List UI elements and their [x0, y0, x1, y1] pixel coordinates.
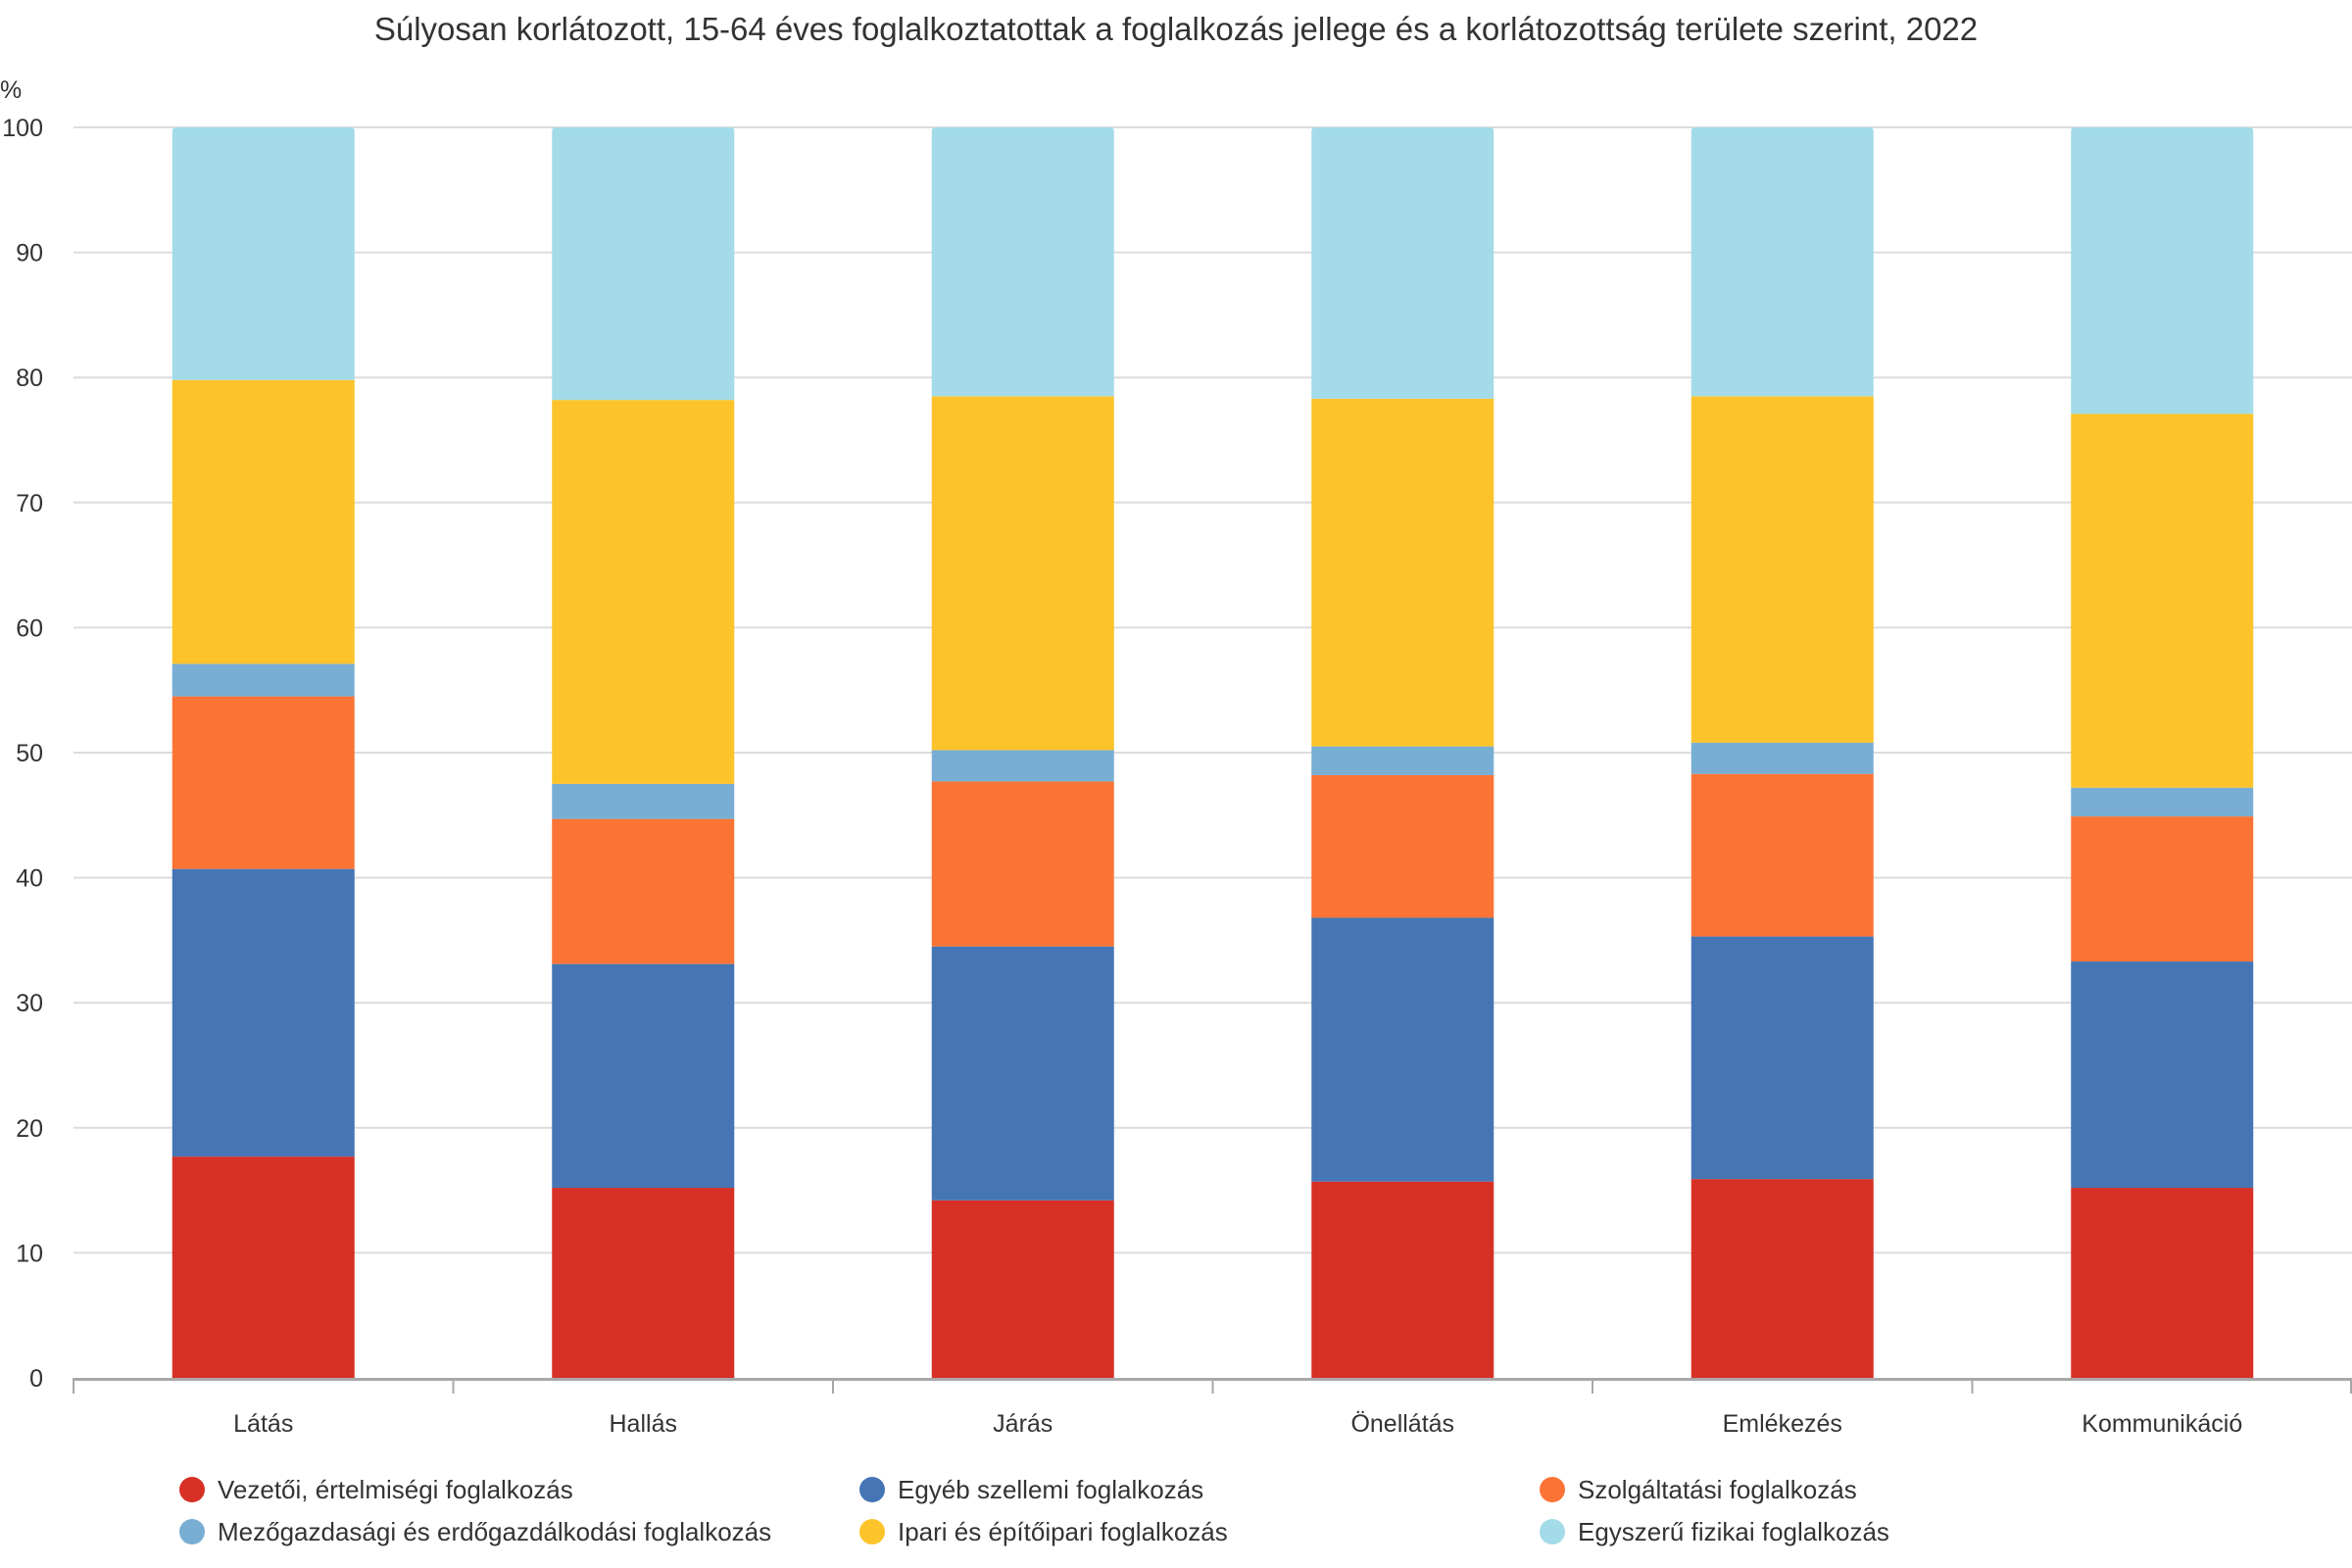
y-tick-label: 100	[2, 115, 43, 142]
bar-segment	[552, 127, 735, 401]
bar-segment	[931, 396, 1114, 751]
bar-segment	[552, 783, 735, 819]
legend-label: Egyéb szellemi foglalkozás	[898, 1475, 1203, 1504]
legend-item[interactable]: Szolgáltatási foglalkozás	[1540, 1475, 1857, 1504]
y-tick-label: 60	[16, 614, 43, 642]
bar-segment	[552, 963, 735, 1189]
legend-label: Ipari és építőipari foglalkozás	[898, 1517, 1228, 1546]
bar-stack	[1690, 127, 1874, 1378]
y-tick-label: 70	[16, 490, 43, 517]
bar-segment	[2071, 961, 2254, 1189]
legend-item[interactable]: Ipari és építőipari foglalkozás	[859, 1517, 1228, 1546]
y-tick-label: 20	[16, 1115, 43, 1143]
bar-segment	[1690, 396, 1874, 743]
x-category-label: Látás	[233, 1410, 293, 1438]
legend-item[interactable]: Egyszerű fizikai foglalkozás	[1540, 1517, 1889, 1546]
bar-segment	[931, 946, 1114, 1200]
bars	[172, 127, 2254, 1378]
bar-segment	[172, 868, 355, 1157]
x-category-label: Hallás	[610, 1410, 677, 1438]
bar-segment	[1311, 398, 1494, 747]
legend-swatch-icon	[179, 1519, 205, 1544]
bar-segment	[2071, 787, 2254, 817]
bar-segment	[1690, 742, 1874, 774]
bar-stack	[2071, 127, 2254, 1378]
bar-segment	[552, 1188, 735, 1378]
x-category-label: Emlékezés	[1723, 1410, 1842, 1438]
bar-segment	[172, 663, 355, 697]
bar-segment	[1690, 1179, 1874, 1378]
legend-swatch-icon	[859, 1477, 885, 1502]
bar-segment	[1690, 773, 1874, 937]
y-axis-tick-labels: 0 10 20 30 40 50 60 70 80 90 100	[2, 115, 43, 1393]
bar-segment	[172, 696, 355, 869]
bar-stack	[172, 127, 355, 1378]
bar-stack	[931, 127, 1114, 1378]
bar-segment	[1690, 127, 1874, 397]
y-tick-label: 30	[16, 990, 43, 1017]
legend-item[interactable]: Egyéb szellemi foglalkozás	[859, 1475, 1203, 1504]
x-category-label: Önellátás	[1350, 1410, 1454, 1438]
legend-label: Mezőgazdasági és erdőgazdálkodási foglal…	[218, 1517, 771, 1546]
bar-segment	[1311, 746, 1494, 775]
bar-segment	[931, 127, 1114, 397]
bar-segment	[2071, 816, 2254, 962]
bar-segment	[172, 127, 355, 380]
legend-item[interactable]: Vezetői, értelmiségi foglalkozás	[179, 1475, 573, 1504]
bar-segment	[931, 1200, 1114, 1378]
legend-swatch-icon	[1540, 1477, 1565, 1502]
bar-segment	[1311, 917, 1494, 1182]
x-category-label: Kommunikáció	[2082, 1410, 2242, 1438]
bar-segment	[931, 781, 1114, 947]
legend: Vezetői, értelmiségi foglalkozás Egyéb sz…	[179, 1475, 1889, 1546]
x-axis-category-labels: Látás Hallás Járás Önellátás Emlékezés Kommun…	[233, 1410, 2242, 1438]
bar-segment	[2071, 1188, 2254, 1378]
bar-segment	[552, 400, 735, 784]
legend-label: Szolgáltatási foglalkozás	[1578, 1475, 1857, 1504]
bar-segment	[552, 818, 735, 964]
y-tick-label: 10	[16, 1240, 43, 1267]
legend-swatch-icon	[859, 1519, 885, 1544]
legend-label: Vezetői, értelmiségi foglalkozás	[218, 1475, 573, 1504]
bar-segment	[2071, 414, 2254, 788]
bar-segment	[1690, 936, 1874, 1180]
bar-segment	[1311, 1181, 1494, 1378]
bar-segment	[931, 750, 1114, 782]
y-tick-label: 0	[29, 1365, 43, 1393]
bar-stack	[1311, 127, 1494, 1378]
gridlines	[74, 126, 2352, 1254]
chart-title: Súlyosan korlátozott, 15-64 éves foglalk…	[373, 11, 1979, 47]
bar-segment	[172, 1156, 355, 1378]
x-category-label: Járás	[993, 1410, 1053, 1438]
legend-label: Egyszerű fizikai foglalkozás	[1578, 1517, 1889, 1546]
x-axis	[73, 1378, 2352, 1394]
y-tick-label: 40	[16, 865, 43, 893]
legend-item[interactable]: Mezőgazdasági és erdőgazdálkodási foglal…	[179, 1517, 771, 1546]
y-tick-label: 80	[16, 365, 43, 392]
bar-segment	[1311, 774, 1494, 918]
bar-segment	[172, 379, 355, 664]
legend-swatch-icon	[179, 1477, 205, 1502]
legend-swatch-icon	[1540, 1519, 1565, 1544]
bar-segment	[2071, 127, 2254, 415]
y-tick-label: 50	[16, 740, 43, 767]
bar-segment	[1311, 127, 1494, 399]
bar-stack	[552, 127, 735, 1378]
y-axis-unit-label: %	[0, 76, 22, 104]
y-tick-label: 90	[16, 240, 43, 268]
